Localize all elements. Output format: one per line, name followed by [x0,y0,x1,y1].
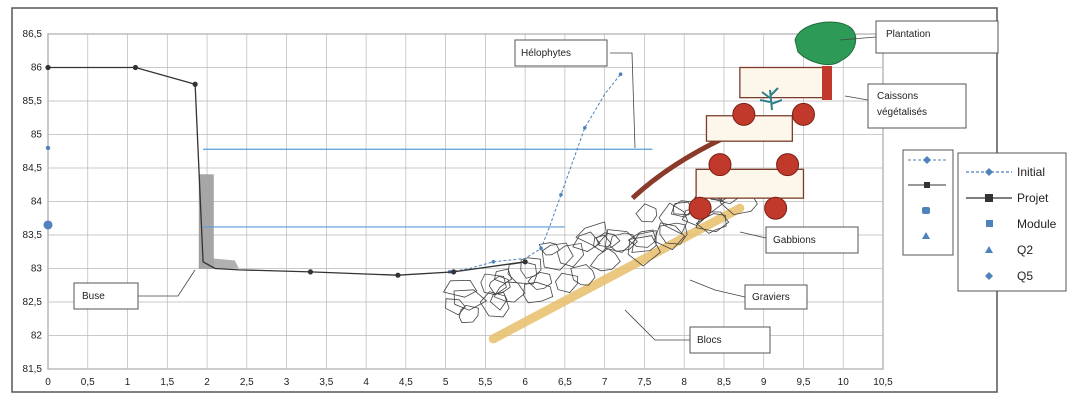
x-tick-label: 8 [681,377,687,388]
legend-label: Q5 [1017,269,1033,283]
crib-log [777,154,799,176]
data-point [559,193,563,197]
legend-square-swatch [986,220,993,227]
callout-plantation: Plantation [876,21,998,53]
x-tick-label: 1,5 [160,377,174,388]
crib-log [709,154,731,176]
callout-blocs-text: Blocs [697,335,721,346]
callout-graviers-text: Graviers [752,292,790,303]
data-point [308,269,313,274]
legend-label: Q2 [1017,243,1033,257]
legend-label: Module [1017,217,1057,231]
x-tick-label: 4,5 [399,377,413,388]
x-tick-label: 10,5 [873,377,893,388]
crib-log [689,197,711,219]
y-tick-label: 85 [31,130,43,141]
y-tick-label: 84,5 [23,163,43,174]
callout-caissons: Caissons végétalisés [868,84,966,128]
x-tick-label: 2 [204,377,210,388]
x-tick-label: 2,5 [240,377,254,388]
y-tick-label: 84 [31,197,43,208]
x-tick-label: 5,5 [478,377,492,388]
x-tick-label: 4 [363,377,369,388]
marker-q5 [46,146,49,149]
legend-square-swatch [985,194,993,202]
x-tick-label: 0,5 [81,377,95,388]
x-tick-label: 3 [284,377,290,388]
y-tick-label: 83 [31,264,43,275]
callout-plantation-text: Plantation [886,29,930,40]
callout-blocs: Blocs [690,327,770,353]
data-point [451,269,456,274]
y-tick-label: 86,5 [23,29,43,40]
x-tick-label: 6 [522,377,528,388]
y-tick-label: 82,5 [23,297,43,308]
callout-helophytes: Hélophytes [515,40,607,66]
y-tick-label: 86 [31,63,43,74]
crib-log [765,197,787,219]
data-point [133,65,138,70]
callout-caissons-line2: végétalisés [877,107,927,118]
inner-legend-box [903,150,953,255]
data-point [492,260,496,264]
x-tick-label: 9 [761,377,767,388]
y-tick-label: 82 [31,331,43,342]
x-tick-label: 8,5 [717,377,731,388]
x-tick-label: 7,5 [637,377,651,388]
crib-log [733,103,755,125]
callout-gabbions-text: Gabbions [773,235,816,246]
x-tick-label: 9,5 [797,377,811,388]
legend: Initial Projet Module Q2 Q5 [958,153,1066,291]
legend-label: Initial [1017,165,1045,179]
x-tick-label: 1 [125,377,131,388]
crib-beam [740,68,824,98]
data-point [193,82,198,87]
y-tick-label: 85,5 [23,96,43,107]
crib-log [792,103,814,125]
callout-buse-text: Buse [82,291,105,302]
data-point [539,247,543,251]
x-tick-label: 5 [443,377,449,388]
x-tick-label: 7 [602,377,608,388]
x-tick-label: 0 [45,377,51,388]
callout-caissons-line1: Caissons [877,91,918,102]
data-point [619,72,623,76]
marker-module [44,220,53,229]
data-point [395,273,400,278]
x-tick-label: 3,5 [319,377,333,388]
callout-graviers: Graviers [745,285,807,309]
callout-gabbions: Gabbions [766,227,858,253]
data-point [45,65,50,70]
x-tick-label: 6,5 [558,377,572,388]
data-point [583,126,587,130]
y-tick-label: 81,5 [23,364,43,375]
callout-helophytes-text: Hélophytes [521,48,571,59]
callout-buse: Buse [74,283,138,309]
data-point [523,259,528,264]
legend-label: Projet [1017,191,1049,205]
x-tick-label: 10 [838,377,850,388]
y-tick-label: 83,5 [23,230,43,241]
